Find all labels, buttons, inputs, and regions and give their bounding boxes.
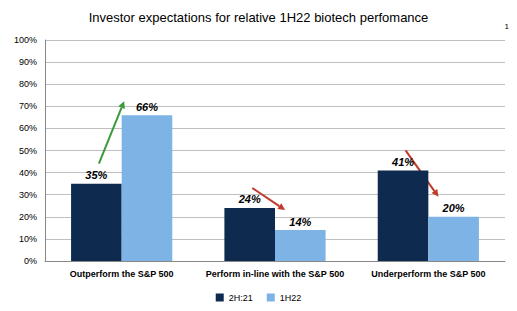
svg-text:2H:21: 2H:21 <box>229 293 253 303</box>
svg-text:0%: 0% <box>24 256 37 266</box>
svg-text:50%: 50% <box>19 146 37 156</box>
svg-text:90%: 90% <box>19 57 37 67</box>
svg-text:Outperform the S&P 500: Outperform the S&P 500 <box>70 269 174 279</box>
svg-text:10%: 10% <box>19 234 37 244</box>
svg-text:80%: 80% <box>19 79 37 89</box>
svg-text:41%: 41% <box>391 156 414 168</box>
svg-text:66%: 66% <box>136 101 158 113</box>
svg-text:Investor expectations for rela: Investor expectations for relative 1H22 … <box>89 10 429 25</box>
svg-text:Underperform the S&P 500: Underperform the S&P 500 <box>371 269 485 279</box>
svg-text:100%: 100% <box>14 35 37 45</box>
svg-text:1H22: 1H22 <box>280 293 302 303</box>
svg-text:60%: 60% <box>19 123 37 133</box>
svg-text:20%: 20% <box>19 212 37 222</box>
svg-text:1: 1 <box>505 22 510 31</box>
svg-text:70%: 70% <box>19 101 37 111</box>
svg-text:40%: 40% <box>19 168 37 178</box>
svg-text:35%: 35% <box>85 169 107 181</box>
svg-text:20%: 20% <box>442 202 465 214</box>
svg-text:14%: 14% <box>289 216 311 228</box>
svg-text:24%: 24% <box>238 193 261 205</box>
svg-text:Perform in-line with the S&P 5: Perform in-line with the S&P 500 <box>206 269 344 279</box>
svg-text:30%: 30% <box>19 190 37 200</box>
